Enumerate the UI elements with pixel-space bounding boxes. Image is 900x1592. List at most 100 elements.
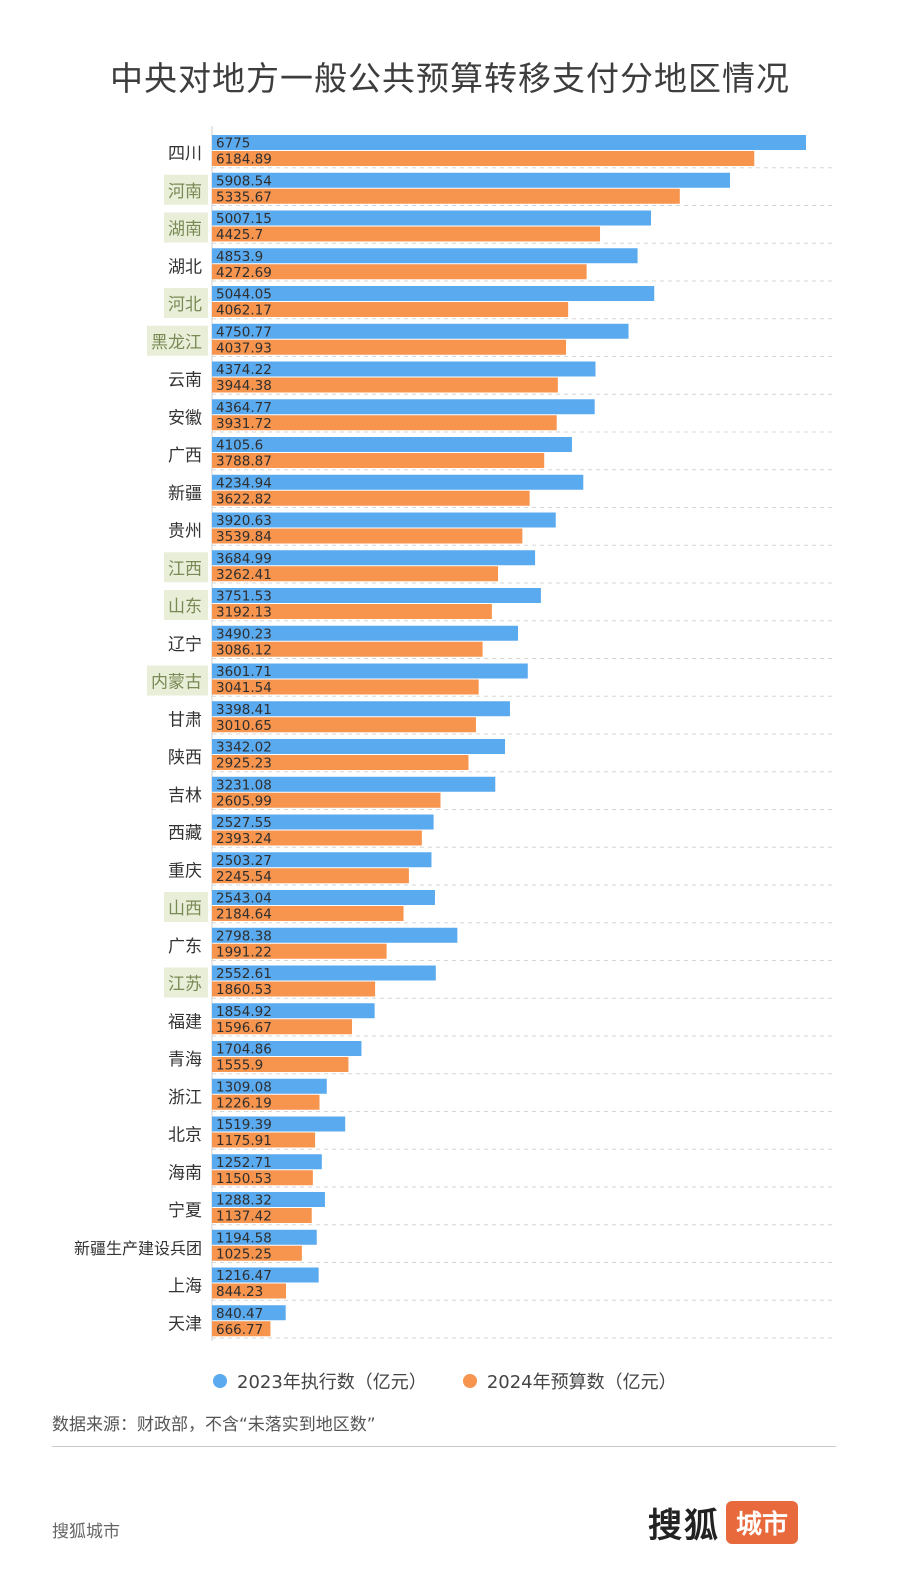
- source-note: 数据来源：财政部，不含“未落实到地区数”: [52, 1415, 376, 1435]
- bar-2023: [212, 1229, 317, 1245]
- bar-2024: [212, 604, 492, 619]
- category-label: 宁夏: [168, 1201, 202, 1221]
- category-label: 甘肃: [168, 710, 202, 730]
- bar-2024: [212, 755, 469, 770]
- bar-2023: [212, 852, 432, 868]
- data-label-2024: 5335.67: [216, 189, 272, 205]
- bar-2024: [212, 943, 387, 959]
- bar-2024: [212, 528, 523, 544]
- data-label-2024: 3931.72: [216, 416, 272, 432]
- category-label: 陕西: [168, 748, 202, 768]
- data-label-2023: 3490.23: [216, 626, 272, 642]
- bar-2023: [212, 323, 629, 339]
- bar-2023: [212, 1305, 286, 1321]
- category-label: 山东: [168, 597, 202, 617]
- logo-main-text: 搜狐: [648, 1506, 720, 1546]
- bar-2023: [212, 1154, 322, 1170]
- data-label-2024: 3010.65: [216, 718, 272, 734]
- data-label-2023: 5044.05: [216, 287, 272, 303]
- bar-2023: [212, 701, 510, 717]
- bar-2023: [212, 965, 436, 981]
- publisher-logo: 搜狐 城市: [648, 1498, 799, 1547]
- data-label-2024: 3622.82: [216, 491, 272, 507]
- data-label-2024: 2245.54: [216, 869, 272, 885]
- category-highlight: [164, 967, 208, 998]
- data-label-2024: 1860.53: [216, 982, 272, 998]
- bar-2023: [212, 1003, 375, 1019]
- data-label-2023: 1519.39: [216, 1117, 272, 1133]
- data-label-2023: 4105.6: [216, 438, 263, 454]
- legend-item-2024[interactable]: 2024年预算数（亿元）: [462, 1368, 677, 1394]
- category-label: 安徽: [168, 408, 202, 428]
- bar-2023: [212, 399, 595, 415]
- data-label-2024: 3041.54: [216, 680, 272, 696]
- bar-2024: [212, 641, 483, 657]
- category-highlight: [147, 325, 208, 356]
- data-label-2023: 1194.58: [216, 1230, 272, 1246]
- category-label: 福建: [168, 1012, 202, 1032]
- bar-2024: [212, 981, 376, 997]
- data-label-2023: 4234.94: [216, 475, 272, 491]
- data-label-2024: 1025.25: [216, 1246, 272, 1262]
- bar-2023: [212, 1078, 327, 1094]
- data-label-2023: 5007.15: [216, 211, 272, 227]
- data-label-2023: 4364.77: [216, 400, 272, 416]
- data-label-2024: 4425.7: [216, 227, 263, 243]
- data-label-2024: 1555.9: [216, 1058, 263, 1074]
- category-label: 海南: [168, 1163, 202, 1183]
- data-label-2023: 840.47: [216, 1306, 263, 1322]
- bar-2024: [212, 906, 404, 921]
- data-label-2023: 5908.54: [216, 173, 272, 189]
- data-label-2024: 1991.22: [216, 944, 272, 960]
- category-label: 上海: [168, 1277, 202, 1297]
- category-label: 江苏: [168, 975, 202, 995]
- bar-2023: [212, 588, 541, 603]
- data-label-2024: 1175.91: [216, 1133, 272, 1149]
- category-label: 辽宁: [168, 635, 202, 655]
- category-label: 浙江: [168, 1088, 202, 1108]
- bar-2023: [212, 474, 584, 490]
- category-label: 四川: [168, 144, 202, 164]
- category-highlight: [164, 174, 208, 205]
- bar-2023: [212, 512, 556, 528]
- data-label-2023: 2527.55: [216, 815, 272, 831]
- legend-label-2023: 2023年执行数（亿元）: [237, 1372, 427, 1393]
- category-highlight: [164, 552, 208, 583]
- category-highlight: [164, 288, 208, 318]
- data-label-2023: 6775: [216, 136, 250, 152]
- bar-2023: [212, 1267, 319, 1283]
- legend-label-2024: 2024年预算数（亿元）: [486, 1372, 677, 1393]
- publisher-name: 搜狐城市: [52, 1522, 120, 1542]
- data-label-2024: 3086.12: [216, 642, 272, 658]
- category-label: 新疆生产建设兵团: [74, 1239, 202, 1258]
- category-label: 河北: [168, 295, 202, 315]
- bar-2024: [212, 453, 545, 468]
- data-label-2024: 666.77: [216, 1322, 263, 1338]
- bar-2023: [212, 361, 596, 377]
- category-label: 贵州: [168, 522, 202, 542]
- data-label-2024: 6184.89: [216, 152, 272, 168]
- data-label-2024: 4037.93: [216, 340, 272, 356]
- category-label: 新疆: [168, 484, 202, 504]
- data-label-2023: 3231.08: [216, 777, 272, 793]
- bar-2023: [212, 286, 655, 301]
- legend: 2023年执行数（亿元） 2024年预算数（亿元）: [213, 1368, 713, 1394]
- category-label: 吉林: [168, 786, 202, 806]
- category-highlight: [164, 892, 208, 922]
- bar-2024: [212, 868, 409, 884]
- data-label-2023: 1309.08: [216, 1079, 272, 1095]
- data-label-2024: 3262.41: [216, 567, 272, 583]
- bar-2024: [212, 1245, 302, 1261]
- data-label-2023: 4374.22: [216, 362, 272, 378]
- bar-2024: [212, 792, 441, 808]
- bar-2024: [212, 264, 587, 280]
- data-label-2023: 1252.71: [216, 1155, 272, 1171]
- bar-2024: [212, 1094, 320, 1110]
- data-label-2024: 2393.24: [216, 831, 272, 847]
- bar-2024: [212, 377, 558, 393]
- category-label: 山西: [168, 899, 202, 919]
- bar-2023: [212, 1192, 325, 1207]
- data-label-2023: 3684.99: [216, 551, 272, 567]
- legend-item-2023[interactable]: 2023年执行数（亿元）: [213, 1368, 427, 1394]
